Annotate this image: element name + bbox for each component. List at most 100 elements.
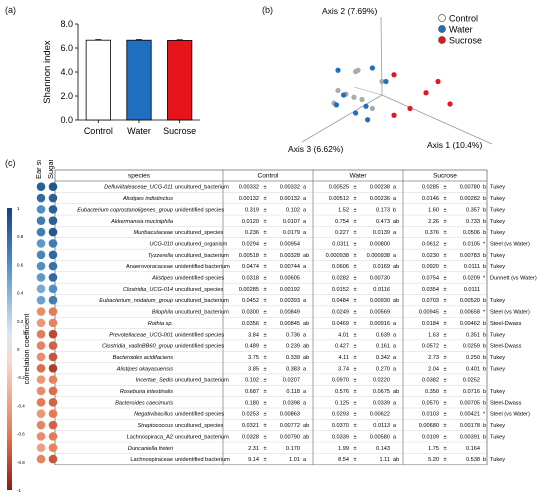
corr-dot [48, 284, 58, 294]
water-letter: a [393, 366, 397, 372]
x-tick-label: Water [127, 126, 151, 136]
x-tick-label: Sucrose [163, 126, 196, 136]
sucrose-sem: 0.00520 [460, 298, 480, 304]
colorbar-title: correlation coefficient [22, 313, 31, 385]
sucrose-mean: 0.0754 [422, 276, 439, 282]
corr-dot [48, 398, 58, 407]
pcoa-point-control [353, 69, 359, 75]
species-name: Bilophila [152, 310, 173, 316]
sucrose-mean: 0.0354 [422, 287, 439, 293]
water-sem: 0.270 [376, 366, 390, 372]
sucrose-mean: 0.0184 [422, 321, 439, 327]
species-name: Roseburia intestinalis [120, 389, 173, 395]
corr-dot [48, 295, 58, 305]
corr-dot [48, 239, 58, 248]
corr-dot [48, 443, 58, 453]
water-mean: 0.0293 [332, 412, 349, 418]
statistical-test: Tukey [490, 457, 505, 463]
control-letter: a [303, 230, 307, 236]
y-axis-title: Shannon index [42, 40, 53, 104]
control-sem: 0.00772 [280, 423, 300, 429]
species-qualifier: uncultured_organism [175, 241, 228, 247]
statistical-test: Steel-Dwass [490, 344, 522, 350]
sucrose-sem: 0.0111 [464, 264, 480, 270]
control-mean: 0.0328 [242, 434, 259, 440]
sucrose-sem: 0.250 [466, 355, 480, 361]
species-name: Prevotellaceae_UCG-001 [109, 332, 173, 338]
control-mean: 0.0452 [242, 298, 259, 304]
legend-marker-sucrose [438, 36, 446, 44]
legend-label-sucrose: Sucrose [449, 36, 482, 46]
sucrose-sem: 0.351 [466, 332, 480, 338]
control-pm: ± [263, 298, 266, 304]
control-sem: 0.00192 [280, 287, 300, 293]
sucrose-mean: 0.376 [425, 230, 439, 236]
control-mean: 0.0294 [242, 241, 259, 247]
corr-dot [48, 375, 58, 384]
control-pm: ± [263, 457, 266, 463]
water-letter: a [393, 253, 397, 259]
control-pm: ± [263, 332, 266, 338]
sucrose-sem: 0.0259 [463, 344, 480, 350]
legend-label-water: Water [449, 25, 473, 35]
control-pm: ± [263, 264, 266, 270]
water-mean: 1.99 [338, 446, 349, 452]
control-mean: 0.0253 [242, 412, 259, 418]
pcoa-point-water [365, 117, 371, 123]
sucrose-letter: b [483, 196, 486, 202]
control-pm: ± [263, 412, 266, 418]
control-sem: 0.00790 [280, 434, 300, 440]
control-mean: 0.0321 [242, 423, 259, 429]
statistical-test: Steel (vs Water) [490, 412, 530, 418]
species-name: Negativibacillus [134, 412, 173, 418]
colorbar-tick: 0.8 [17, 234, 24, 239]
water-pm: ± [353, 241, 356, 247]
sucrose-letter: b [483, 389, 486, 395]
axis-2-label: Axis 2 (7.69%) [322, 6, 377, 16]
water-sem: 1.11 [380, 457, 390, 463]
species-qualifier: uncultured_bacterium [175, 185, 229, 191]
species-name: Alistipes indistinctus [122, 196, 173, 202]
sucrose-pm: ± [443, 253, 446, 259]
water-pm: ± [353, 412, 356, 418]
corr-dot [36, 205, 46, 214]
corr-dot [48, 273, 58, 282]
species-name: Anaerovoracaceae [126, 264, 173, 270]
species-qualifier: uncultured_species [175, 230, 223, 236]
control-sem: 0.00605 [280, 276, 300, 282]
control-letter: a [303, 185, 307, 191]
legend-marker-control [438, 14, 446, 22]
sucrose-pm: ± [443, 185, 446, 191]
colorbar [7, 208, 12, 490]
species-name: Duncaniella freteri [128, 446, 174, 452]
sucrose-sem: 0.0252 [463, 378, 480, 384]
water-letter: a [393, 230, 397, 236]
control-pm: ± [263, 207, 266, 213]
water-letter: a [393, 321, 397, 327]
axis-1-label: Axis 1 (10.4%) [427, 140, 482, 150]
water-sem: 0.0220 [373, 378, 390, 384]
corr-dot [48, 432, 58, 441]
sucrose-pm: ± [443, 207, 446, 213]
species-name: Defluviitaleaceae_UCG-011 [104, 185, 173, 191]
control-pm: ± [263, 321, 266, 327]
sucrose-letter: b [483, 332, 486, 338]
colorbar-tick: -0.2 [17, 375, 25, 380]
sucrose-letter: b [483, 207, 486, 213]
corr-dot [36, 329, 46, 339]
control-sem: 0.339 [286, 355, 300, 361]
water-sem: 0.00236 [370, 196, 390, 202]
pcoa-point-sucrose [423, 90, 429, 96]
control-mean: 3.75 [248, 355, 259, 361]
control-sem: 0.0207 [283, 378, 300, 384]
corr-dot [36, 239, 46, 248]
control-pm: ± [263, 287, 266, 293]
species-name: Rothia sp. [148, 321, 173, 327]
control-letter: a [303, 400, 307, 406]
sucrose-letter: b [483, 355, 486, 361]
sucrose-sem: 0.164 [466, 446, 480, 452]
sucrose-mean: 0.0382 [422, 378, 439, 384]
water-sem: 0.0116 [373, 287, 390, 293]
statistical-test: Steel (vs Water) [490, 310, 530, 316]
water-mean: 0.0606 [332, 264, 349, 270]
